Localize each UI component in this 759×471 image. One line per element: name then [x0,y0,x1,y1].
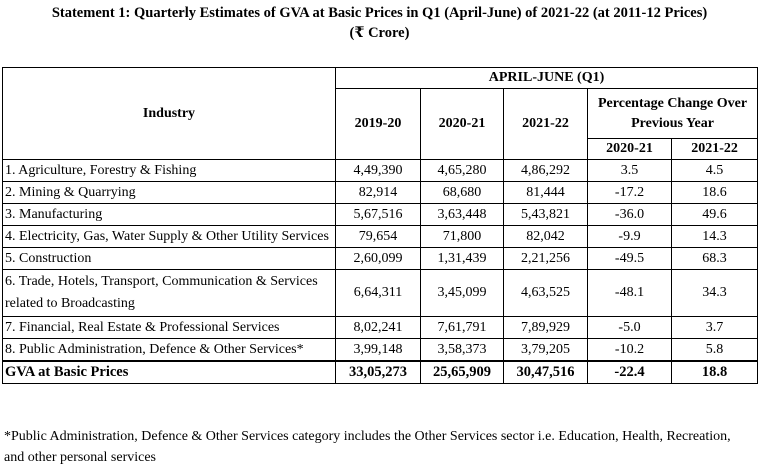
value-2020-21-cell: 1,31,439 [420,247,504,270]
pct-change-2021-22-cell: 5.8 [670,338,759,362]
value-2021-22-cell: 30,47,516 [503,360,588,384]
value-2020-21-cell: 3,58,373 [420,338,504,362]
footnote: *Public Administration, Defence & Other … [4,429,731,465]
value-2019-20-cell: 2,60,099 [335,247,421,270]
pct-change-2020-21-cell: -36.0 [587,203,672,226]
value-2020-21-cell: 3,45,099 [420,269,504,317]
pct-change-2021-22-cell: 3.7 [670,316,759,339]
value-2021-22-cell: 81,444 [503,181,588,204]
percentage-change-header: Percentage Change Over Previous Year [586,88,759,139]
value-2019-20-cell: 82,914 [335,181,421,204]
value-2019-20-cell: 6,64,311 [335,269,421,317]
value-2020-21-cell: 71,800 [420,225,504,248]
industry-name-cell: 2. Mining & Quarrying [2,181,336,204]
quarter-group-header: APRIL-JUNE (Q1) [334,67,759,89]
pct-change-2020-21-cell: -17.2 [587,181,672,204]
value-2020-21-cell: 4,65,280 [420,159,504,182]
statement-title: Statement 1: Quarterly Estimates of GVA … [51,5,708,21]
pct-change-2020-21-cell: -22.4 [587,360,672,384]
table-row: 8. Public Administration, Defence & Othe… [2,338,759,362]
value-2020-21-cell: 25,65,909 [420,360,504,384]
pct-change-2020-21-cell: -10.2 [587,338,672,362]
value-2021-22-cell: 7,89,929 [503,316,588,339]
pct-change-2020-21-cell: -48.1 [587,269,672,317]
value-2021-22-cell: 2,21,256 [503,247,588,270]
value-2019-20-cell: 5,67,516 [335,203,421,226]
value-2019-20-cell: 79,654 [335,225,421,248]
pct-change-2021-22-cell: 4.5 [670,159,759,182]
pct-change-2021-22-cell: 68.3 [670,247,759,270]
unit-subtitle: (₹ Crore) [349,25,410,41]
value-2019-20-cell: 33,05,273 [335,360,421,384]
table-body: 1. Agriculture, Forestry & Fishing 4,49,3… [2,159,759,384]
pct-change-2020-21-cell: -5.0 [587,316,672,339]
table-row: 1. Agriculture, Forestry & Fishing 4,49,3… [2,159,759,182]
pct-year-header: 2021-22 [670,138,759,160]
pct-change-2021-22-cell: 14.3 [670,225,759,248]
value-2021-22-cell: 4,86,292 [503,159,588,182]
value-2021-22-cell: 82,042 [503,225,588,248]
industry-name-cell: 3. Manufacturing [2,203,336,226]
pct-change-2021-22-cell: 18.6 [670,181,759,204]
industry-name-cell: 7. Financial, Real Estate & Professional… [2,316,336,339]
year-header: 2020-21 [420,88,504,160]
pct-change-2020-21-cell: 3.5 [587,159,672,182]
industry-name-cell: 6. Trade, Hotels, Transport, Communicati… [2,269,336,317]
industry-name-cell: 4. Electricity, Gas, Water Supply & Othe… [2,225,336,248]
total-row: GVA at Basic Prices 33,05,273 25,65,909 30,… [2,360,759,384]
value-2019-20-cell: 8,02,241 [335,316,421,339]
table-row: 5. Construction 2,60,099 1,31,439 2,21,256-… [2,247,759,270]
pct-change-2021-22-cell: 34.3 [670,269,759,317]
pct-change-2020-21-cell: -49.5 [587,247,672,270]
value-2019-20-cell: 4,49,390 [335,159,421,182]
table-row: 6. Trade, Hotels, Transport, Communicati… [2,269,759,317]
gva-table: Industry APRIL-JUNE (Q1) 2019-20 2020-21… [2,67,759,384]
year-header: 2019-20 [335,88,421,160]
year-header: 2021-22 [503,88,588,160]
industry-name-cell: GVA at Basic Prices [2,360,336,384]
value-2020-21-cell: 3,63,448 [420,203,504,226]
value-2021-22-cell: 5,43,821 [503,203,588,226]
pct-year-header: 2020-21 [587,138,672,160]
value-2019-20-cell: 3,99,148 [335,338,421,362]
table-row: 4. Electricity, Gas, Water Supply & Othe… [2,225,759,248]
value-2020-21-cell: 68,680 [420,181,504,204]
value-2021-22-cell: 3,79,205 [503,338,588,362]
industry-name-cell: 8. Public Administration, Defence & Othe… [2,338,336,362]
value-2021-22-cell: 4,63,525 [503,269,588,317]
industry-header: Industry [2,67,336,160]
pct-change-2021-22-cell: 49.6 [670,203,759,226]
table-row: 2. Mining & Quarrying 82,914 68,680 81,444-… [2,181,759,204]
industry-name-cell: 1. Agriculture, Forestry & Fishing [2,159,336,182]
pct-change-2020-21-cell: -9.9 [587,225,672,248]
value-2020-21-cell: 7,61,791 [420,316,504,339]
table-row: 7. Financial, Real Estate & Professional… [2,316,759,339]
industry-name-cell: 5. Construction [2,247,336,270]
table-row: 3. Manufacturing 5,67,516 3,63,448 5,43,821… [2,203,759,226]
pct-change-2021-22-cell: 18.8 [670,360,759,384]
